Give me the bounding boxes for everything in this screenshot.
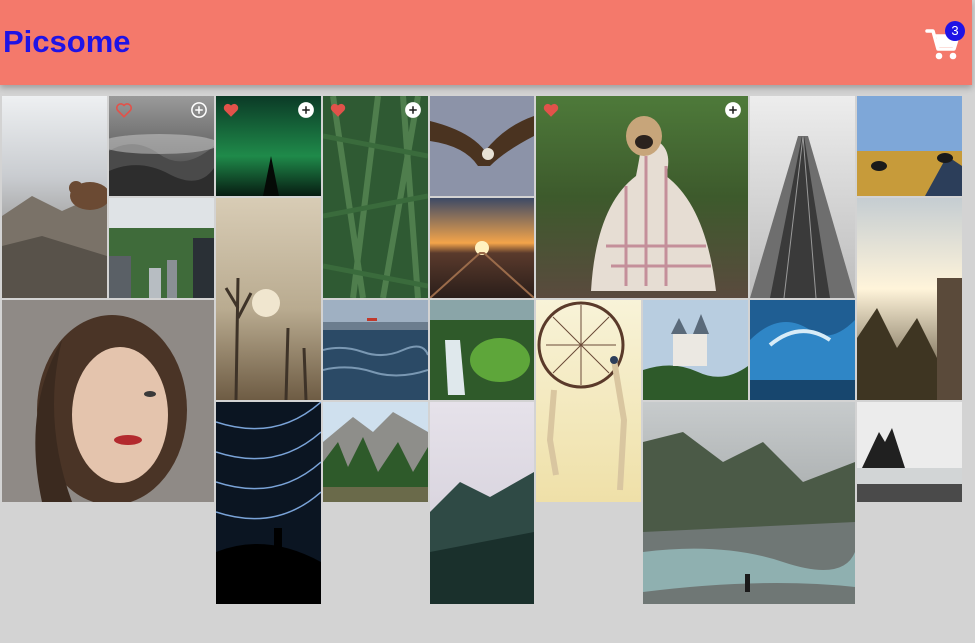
photo-dead-trees[interactable]: [216, 198, 321, 400]
photo-river-hiker[interactable]: [643, 402, 855, 604]
photo-pine-branches[interactable]: [323, 96, 428, 298]
photo-sea-rock[interactable]: [857, 402, 962, 502]
photo-feet-field[interactable]: [857, 96, 962, 196]
add-to-cart-icon[interactable]: [724, 101, 742, 119]
add-to-cart-icon[interactable]: [190, 101, 208, 119]
photo-eagle[interactable]: [430, 96, 534, 196]
photo-foggy-forest[interactable]: [109, 96, 214, 196]
photo-sea[interactable]: [323, 300, 428, 400]
photo-castle[interactable]: [643, 300, 748, 400]
app-title[interactable]: Picsome: [3, 24, 131, 59]
photo-bear[interactable]: [2, 96, 107, 298]
photo-dreamcatcher[interactable]: [536, 300, 641, 502]
favorite-filled-icon[interactable]: [329, 101, 347, 119]
favorite-filled-icon[interactable]: [222, 101, 240, 119]
photo-yosemite[interactable]: [323, 402, 428, 502]
cart-count-badge: 3: [945, 21, 965, 41]
photo-sunset-rails[interactable]: [430, 198, 534, 298]
photo-misty-mountain[interactable]: [430, 402, 534, 604]
photo-star-trails[interactable]: [216, 402, 321, 604]
photo-waterfall[interactable]: [430, 300, 534, 400]
app-header: Picsome 3: [0, 0, 972, 85]
photo-wave[interactable]: [750, 300, 855, 400]
add-to-cart-icon[interactable]: [297, 101, 315, 119]
photo-skyscraper[interactable]: [750, 96, 855, 298]
photo-woman-portrait[interactable]: [2, 300, 214, 502]
photo-pug-blanket[interactable]: [536, 96, 748, 298]
favorite-outline-icon[interactable]: [115, 101, 133, 119]
favorite-filled-icon[interactable]: [542, 101, 560, 119]
photo-forest-sunrise[interactable]: [857, 198, 962, 400]
photo-city-park[interactable]: [109, 198, 214, 298]
add-to-cart-icon[interactable]: [404, 101, 422, 119]
photo-aurora[interactable]: [216, 96, 321, 196]
